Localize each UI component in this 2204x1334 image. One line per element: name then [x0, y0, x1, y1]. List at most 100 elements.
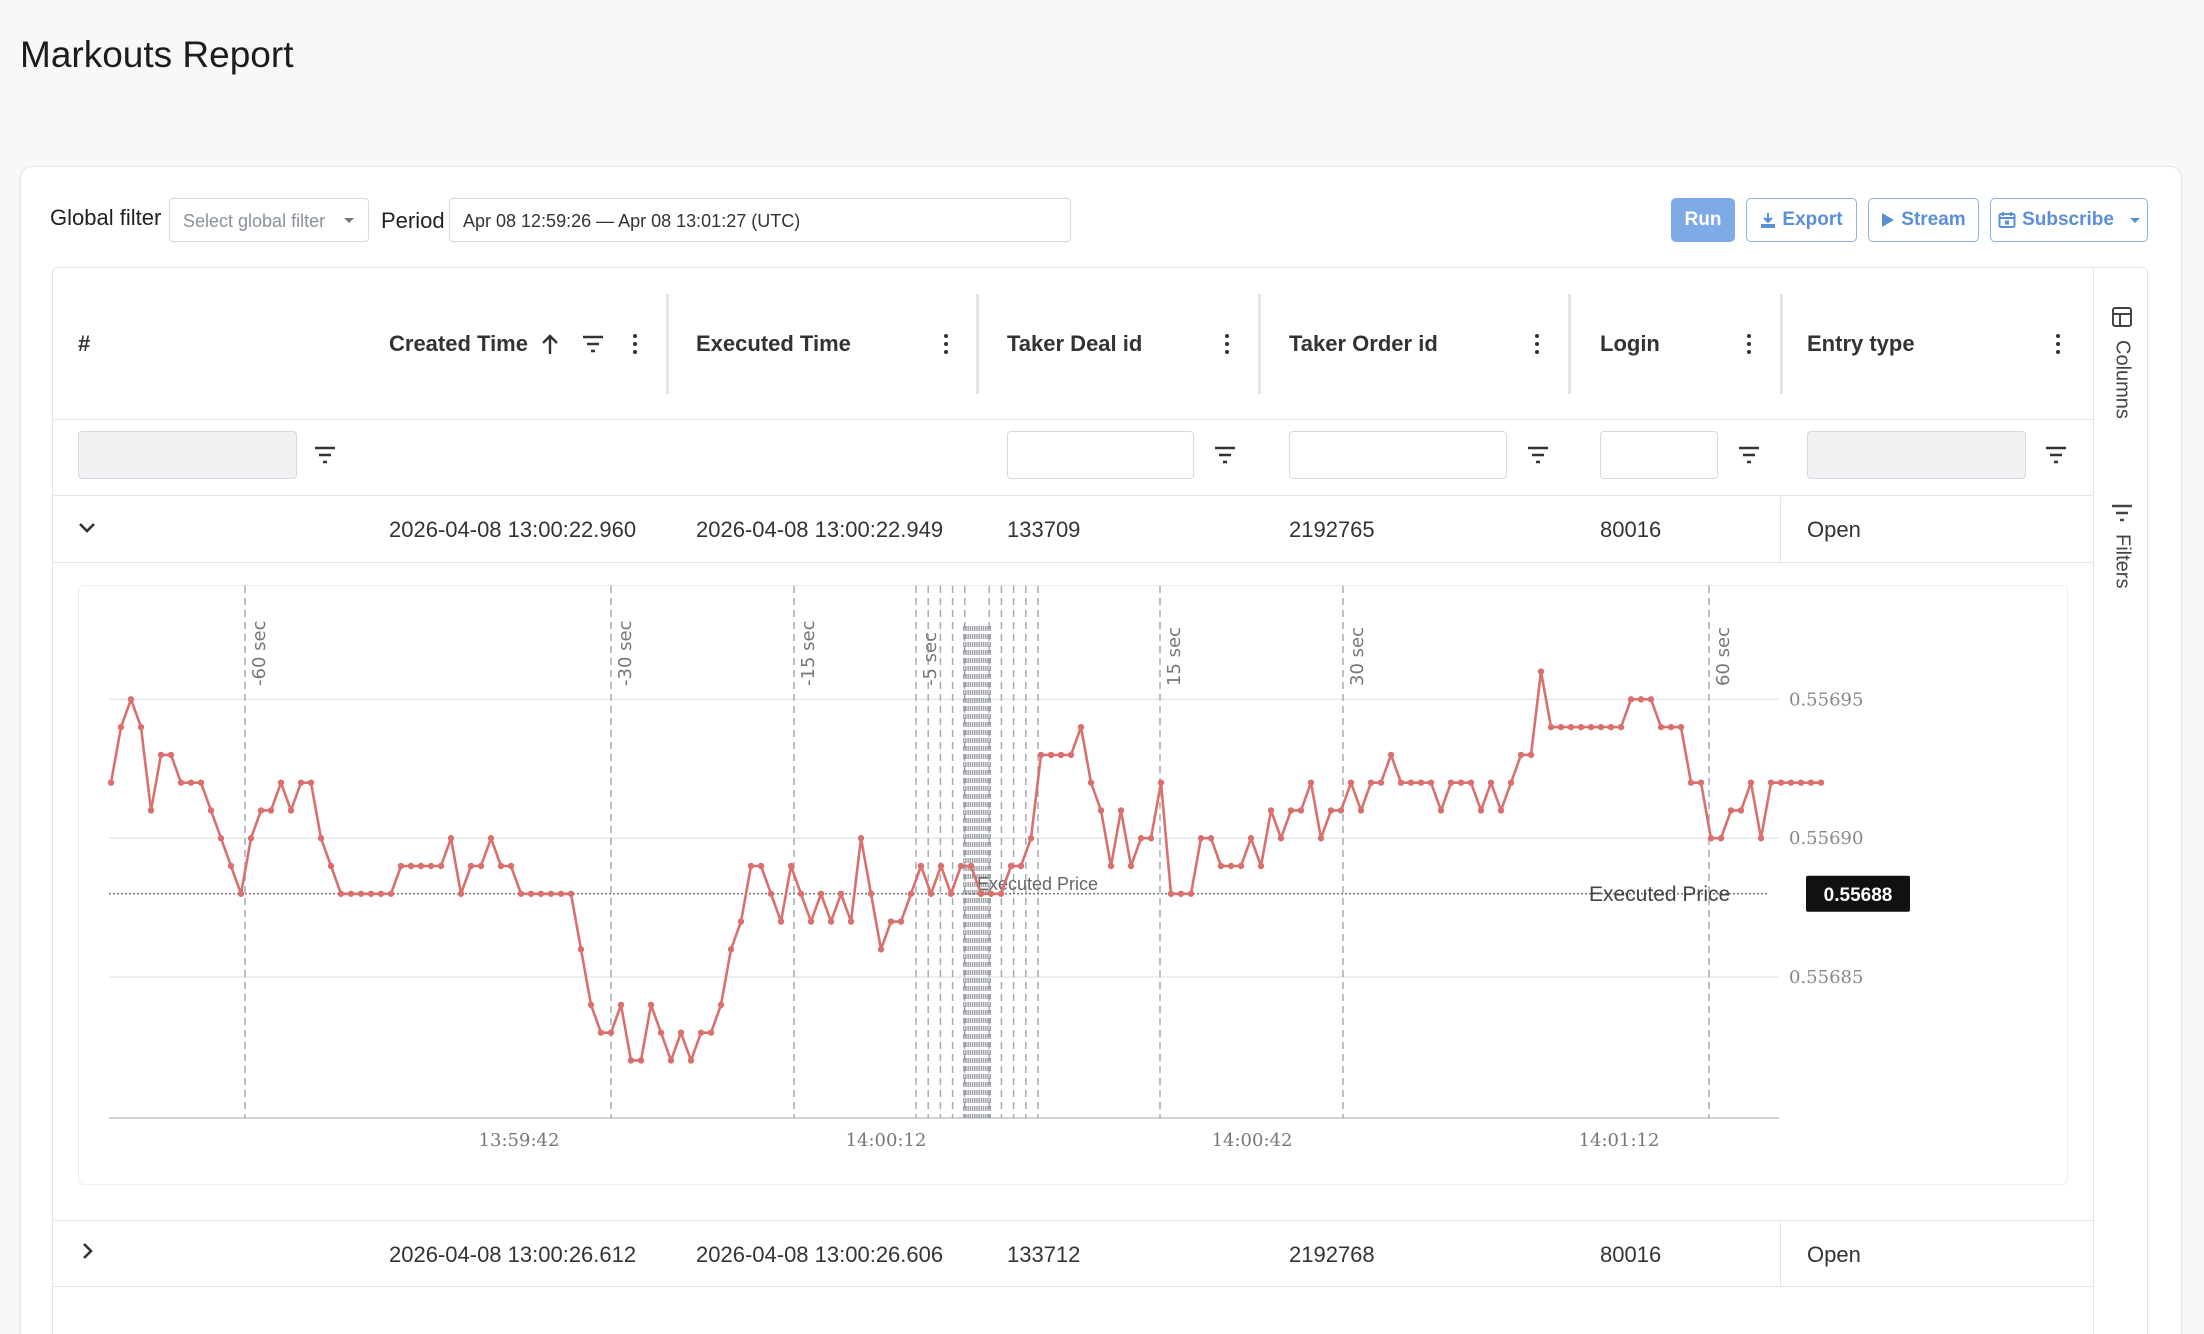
- chevron-down-icon[interactable]: [78, 522, 96, 534]
- price-point: [1547, 723, 1555, 731]
- col-header-login[interactable]: Login: [1600, 331, 1660, 356]
- taker-deal-id-filter-input[interactable]: [1007, 431, 1194, 479]
- price-point: [777, 918, 785, 925]
- period-input[interactable]: Apr 08 12:59:26 — Apr 08 13:01:27 (UTC): [449, 198, 1071, 242]
- filter-icon[interactable]: [582, 335, 604, 353]
- price-point: [817, 890, 825, 897]
- col-header-entry-type[interactable]: Entry type: [1807, 331, 1915, 356]
- column-menu-icon[interactable]: [1747, 334, 1751, 354]
- price-series-line: [109, 670, 1821, 1062]
- price-point: [187, 779, 195, 786]
- price-point: [1637, 696, 1645, 703]
- price-point: [217, 835, 225, 842]
- global-filter-select[interactable]: Select global filter: [169, 198, 369, 242]
- price-point: [917, 862, 925, 870]
- cell-created-time: 2026-04-08 13:00:22.960: [389, 517, 637, 542]
- markout-label: 60 sec: [1713, 627, 1734, 686]
- x-tick-label: 14:00:42: [1212, 1130, 1293, 1151]
- cell-login: 80016: [1600, 517, 1662, 542]
- filter-icon[interactable]: [1738, 446, 1760, 464]
- price-point: [1457, 779, 1465, 786]
- price-point: [317, 835, 325, 842]
- cell-created-time: 2026-04-08 13:00:26.612: [389, 1242, 637, 1267]
- filter-icon[interactable]: [1527, 446, 1549, 464]
- column-separator[interactable]: [1568, 294, 1571, 394]
- price-point: [207, 807, 215, 814]
- filter-icon[interactable]: [1214, 446, 1236, 464]
- col-header-taker-deal-id[interactable]: Taker Deal id: [1007, 331, 1143, 356]
- price-point: [797, 890, 805, 897]
- cell-executed-time: 2026-04-08 13:00:22.949: [696, 517, 944, 542]
- filter-icon[interactable]: [314, 446, 336, 464]
- filter-icon: [2112, 504, 2132, 522]
- price-point: [327, 862, 335, 870]
- table-row[interactable]: 2026-04-08 13:00:22.960 2026-04-08 13:00…: [53, 497, 2093, 563]
- y-tick-label: 0.55685: [1789, 967, 1863, 988]
- price-point: [1687, 779, 1695, 786]
- price-point: [517, 890, 525, 897]
- price-point: [1517, 751, 1525, 759]
- column-separator[interactable]: [976, 294, 979, 394]
- sort-ascending-icon[interactable]: [540, 333, 560, 355]
- columns-panel-tab[interactable]: Columns: [2094, 306, 2147, 419]
- stream-button[interactable]: Stream: [1868, 198, 1979, 242]
- col-header-executed-time[interactable]: Executed Time: [696, 331, 851, 356]
- price-point: [1437, 807, 1445, 814]
- price-point: [1277, 835, 1285, 842]
- column-menu-icon[interactable]: [1225, 334, 1229, 354]
- grid-header: # Created Time Executed Time Taker Deal …: [53, 268, 2093, 420]
- price-point: [157, 751, 165, 759]
- filters-panel-tab[interactable]: Filters: [2094, 504, 2147, 588]
- price-point: [1717, 835, 1725, 842]
- price-point: [827, 918, 835, 925]
- price-point: [887, 918, 895, 925]
- login-filter-input[interactable]: [1600, 431, 1718, 479]
- col-header-created-time[interactable]: Created Time: [389, 268, 604, 420]
- filter-icon[interactable]: [2045, 446, 2067, 464]
- cell-login: 80016: [1600, 1242, 1662, 1267]
- price-point: [287, 807, 295, 814]
- price-point: [647, 1001, 655, 1009]
- price-point: [667, 1057, 675, 1064]
- column-separator[interactable]: [1780, 294, 1783, 394]
- run-button[interactable]: Run: [1671, 198, 1735, 242]
- column-menu-icon[interactable]: [2056, 334, 2060, 354]
- price-point: [347, 890, 355, 897]
- price-point: [1407, 779, 1415, 786]
- price-point: [427, 862, 435, 870]
- column-menu-icon[interactable]: [1535, 334, 1539, 354]
- column-separator[interactable]: [666, 294, 669, 394]
- price-point: [177, 779, 185, 786]
- price-point: [977, 890, 985, 897]
- executed-price-badge: [1806, 875, 1910, 912]
- side-panel: Columns Filters: [2093, 268, 2147, 1334]
- price-point: [1397, 779, 1405, 786]
- column-menu-icon[interactable]: [633, 334, 637, 354]
- price-point: [1297, 807, 1305, 814]
- columns-tab-label: Columns: [2111, 340, 2134, 419]
- price-point: [367, 890, 375, 897]
- subscribe-button[interactable]: Subscribe: [1990, 198, 2148, 242]
- price-point: [1467, 779, 1475, 786]
- col-header-taker-order-id[interactable]: Taker Order id: [1289, 331, 1438, 356]
- price-point: [1697, 779, 1705, 786]
- price-point: [1227, 862, 1235, 870]
- price-point: [1327, 807, 1335, 814]
- column-separator[interactable]: [1258, 294, 1261, 394]
- chevron-right-icon[interactable]: [82, 1242, 94, 1260]
- markout-label: -60 sec: [249, 621, 270, 686]
- price-point: [677, 1029, 685, 1036]
- price-point: [1337, 807, 1345, 814]
- col-header-index[interactable]: #: [78, 331, 91, 356]
- cell-taker-deal-id: 133712: [1007, 1242, 1081, 1267]
- column-menu-icon[interactable]: [944, 334, 948, 354]
- table-row[interactable]: 2026-04-08 13:00:26.612 2026-04-08 13:00…: [53, 1221, 2093, 1287]
- price-point: [1387, 751, 1395, 759]
- taker-order-id-filter-input[interactable]: [1289, 431, 1507, 479]
- price-point: [1707, 835, 1715, 842]
- y-tick-label: 0.55690: [1789, 828, 1863, 849]
- cell-entry-type: Open: [1807, 1242, 1861, 1267]
- export-button[interactable]: Export: [1746, 198, 1857, 242]
- price-point: [1427, 779, 1435, 786]
- price-point: [1187, 890, 1195, 897]
